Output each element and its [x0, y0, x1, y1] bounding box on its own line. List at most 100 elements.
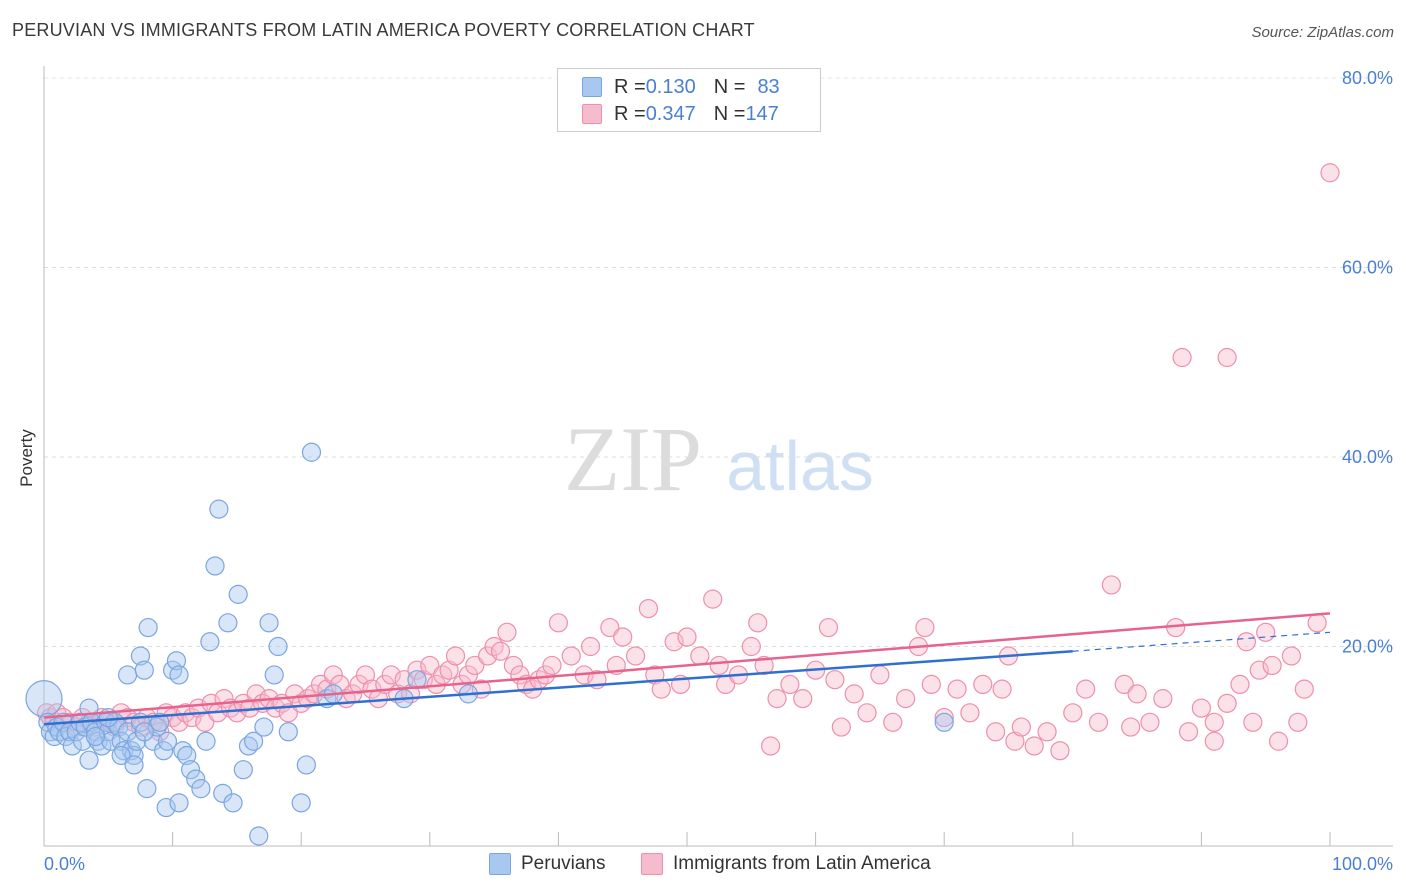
- immigrants-point: [870, 665, 890, 685]
- immigrants-point: [1088, 712, 1109, 732]
- peruvians-point: [249, 826, 269, 846]
- r-label: R =: [614, 75, 646, 98]
- immigrants-point: [349, 674, 369, 695]
- immigrants-point: [169, 712, 189, 732]
- immigrants-point: [1217, 693, 1237, 713]
- immigrants-point: [381, 665, 401, 685]
- peruvians-point: [134, 660, 154, 680]
- immigrants-point: [934, 707, 954, 728]
- peruvians-point: [264, 665, 284, 685]
- immigrants-point: [1256, 622, 1276, 642]
- immigrants-point: [1076, 679, 1096, 699]
- peruvians-point: [79, 750, 99, 770]
- immigrants-point: [1320, 163, 1340, 183]
- peruvians-point: [259, 613, 279, 633]
- blue-swatch: [489, 853, 511, 875]
- immigrants-point: [754, 655, 774, 676]
- peruvians-point: [124, 755, 144, 775]
- immigrants-point: [1011, 717, 1031, 737]
- immigrants-point: [1121, 717, 1141, 737]
- immigrants-point: [1050, 741, 1070, 761]
- peruvians-point: [134, 722, 154, 742]
- immigrants-point: [973, 674, 993, 695]
- immigrants-point: [1217, 347, 1237, 368]
- immigrants-point: [1294, 679, 1314, 699]
- immigrants-point: [580, 636, 601, 657]
- immigrants-point: [445, 646, 466, 666]
- peruvians-point: [169, 793, 189, 813]
- immigrants-point: [760, 736, 781, 756]
- peruvians-point: [244, 731, 264, 751]
- immigrants-point: [1204, 731, 1224, 751]
- immigrants-point: [413, 670, 433, 690]
- legend-row-immigrants: R = 0.347 N = 147: [582, 102, 779, 126]
- pink-swatch: [582, 104, 602, 124]
- correlation-legend: R = 0.130 N = 83 R = 0.347 N = 147: [557, 68, 821, 132]
- blue-swatch: [582, 77, 602, 97]
- chart-source: Source: ZipAtlas.com: [1251, 24, 1394, 41]
- y-tick-label: 20.0%: [1342, 637, 1393, 657]
- peruvians-point: [291, 793, 311, 813]
- peruvians-point: [153, 741, 174, 761]
- peruvians-point: [278, 722, 298, 742]
- immigrants-point: [986, 722, 1006, 742]
- x-tick-label: 100.0%: [1332, 854, 1393, 874]
- legend-label: Immigrants from Latin America: [673, 853, 931, 874]
- immigrants-point: [1243, 712, 1263, 732]
- x-tick-label: 0.0%: [44, 854, 85, 874]
- peruvians-point: [233, 760, 253, 780]
- n-label: N =: [713, 102, 746, 125]
- peruvians-point: [111, 745, 131, 766]
- peruvians-point: [72, 731, 93, 751]
- legend-row-peruvians: R = 0.130 N = 83: [582, 75, 780, 99]
- peruvians-point: [191, 779, 211, 799]
- peruvians-point: [223, 793, 243, 813]
- immigrants-point: [651, 679, 671, 699]
- immigrants-point: [992, 679, 1012, 699]
- y-tick-label: 80.0%: [1342, 68, 1393, 88]
- immigrants-point: [465, 655, 485, 676]
- immigrants-point: [1005, 731, 1025, 751]
- peruvians-trend-line: [43, 649, 1073, 726]
- peruvians-trend-extension: [1072, 631, 1331, 652]
- immigrants-point: [1063, 703, 1083, 723]
- immigrants-point: [613, 627, 633, 647]
- trend-lines: [43, 612, 1331, 726]
- immigrants-point: [960, 703, 980, 723]
- peruvians-point: [62, 736, 82, 756]
- immigrants-point: [497, 622, 517, 642]
- r-value: 0.130: [645, 75, 696, 98]
- immigrants-point: [1204, 712, 1224, 732]
- peruvians-point: [209, 499, 229, 519]
- legend-label: Peruvians: [521, 853, 606, 874]
- peruvians-point: [137, 779, 157, 799]
- immigrants-point: [677, 627, 697, 647]
- peruvians-point: [25, 680, 63, 718]
- immigrants-point: [921, 674, 941, 695]
- peruvians-point: [130, 646, 151, 666]
- immigrants-point: [857, 703, 877, 723]
- immigrants-point: [542, 655, 562, 676]
- peruvians-point: [301, 442, 322, 462]
- immigrants-point: [780, 674, 800, 695]
- immigrants-point: [947, 679, 967, 699]
- peruvians-point: [156, 797, 176, 818]
- watermark-zip: ZIP: [564, 408, 702, 510]
- peruvians-point: [268, 636, 288, 657]
- immigrants-point: [246, 684, 266, 704]
- immigrants-point: [1127, 684, 1147, 704]
- immigrants-point: [844, 684, 864, 704]
- immigrants-point: [561, 646, 581, 666]
- immigrants-point: [1140, 712, 1160, 732]
- immigrants-point: [896, 689, 916, 709]
- immigrants-point: [825, 670, 845, 690]
- immigrants-point: [831, 717, 851, 737]
- immigrants-point: [1037, 722, 1057, 742]
- n-value: 83: [757, 75, 780, 98]
- peruvians-point: [157, 731, 178, 751]
- peruvians-point: [186, 769, 206, 789]
- pink-swatch: [641, 853, 663, 875]
- y-tick-label: 60.0%: [1342, 258, 1393, 278]
- immigrants-point: [664, 632, 684, 652]
- immigrants-point: [1249, 660, 1269, 680]
